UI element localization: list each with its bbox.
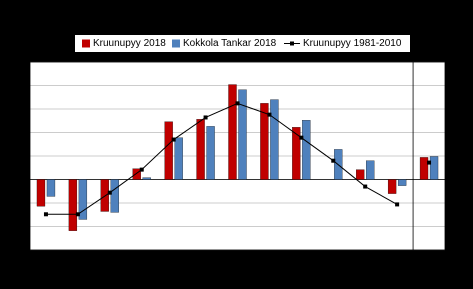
bar bbox=[174, 137, 183, 180]
marker bbox=[267, 112, 272, 117]
bar bbox=[36, 179, 46, 207]
bar bbox=[387, 179, 397, 194]
y-tick-label: 10 bbox=[14, 127, 26, 138]
bar bbox=[302, 120, 311, 180]
plot-border bbox=[29, 61, 446, 251]
bar bbox=[164, 121, 173, 180]
marker bbox=[395, 202, 400, 207]
y-tick-label: -5 bbox=[16, 198, 25, 209]
bar bbox=[46, 179, 56, 197]
legend-label: Kruunupyy 2018 bbox=[93, 38, 166, 49]
marker bbox=[331, 158, 336, 163]
legend bbox=[75, 35, 410, 52]
bar bbox=[429, 156, 439, 180]
bar bbox=[228, 84, 237, 180]
marker bbox=[203, 115, 208, 120]
bar bbox=[68, 179, 78, 231]
marker bbox=[299, 135, 304, 140]
legend-swatch bbox=[82, 39, 90, 48]
bar bbox=[132, 168, 141, 180]
y-tick-label: -10 bbox=[11, 221, 26, 232]
line bbox=[45, 102, 398, 215]
marker bbox=[363, 184, 368, 189]
bar bbox=[142, 177, 151, 180]
bar bbox=[419, 157, 429, 180]
marker bbox=[43, 212, 48, 217]
y-tick-label: 15 bbox=[14, 104, 26, 115]
y-tick-label: 0 bbox=[19, 174, 25, 185]
marker bbox=[139, 167, 144, 172]
bar bbox=[397, 179, 407, 186]
bar bbox=[196, 119, 205, 180]
y-tick-label: 5 bbox=[19, 151, 25, 162]
marker bbox=[427, 160, 432, 165]
marker bbox=[235, 101, 240, 106]
legend-label: Kruunupyy 1981-2010 bbox=[303, 38, 402, 49]
legend-swatch bbox=[290, 41, 294, 46]
bar bbox=[78, 179, 88, 220]
bar bbox=[260, 103, 269, 180]
y-tick-label: 25 bbox=[14, 57, 26, 68]
bar bbox=[366, 160, 375, 180]
marker bbox=[75, 212, 80, 217]
bar bbox=[356, 169, 365, 180]
bar bbox=[270, 99, 279, 180]
y-tick-label: -15 bbox=[11, 245, 26, 256]
legend-swatch bbox=[172, 39, 180, 48]
legend-label: Kokkola Tankar 2018 bbox=[183, 38, 277, 49]
marker bbox=[171, 137, 176, 142]
bar bbox=[110, 179, 119, 213]
bar bbox=[206, 126, 215, 180]
bar bbox=[292, 127, 301, 180]
y-tick-label: 20 bbox=[14, 80, 26, 91]
bar bbox=[238, 89, 247, 180]
marker bbox=[107, 190, 112, 195]
